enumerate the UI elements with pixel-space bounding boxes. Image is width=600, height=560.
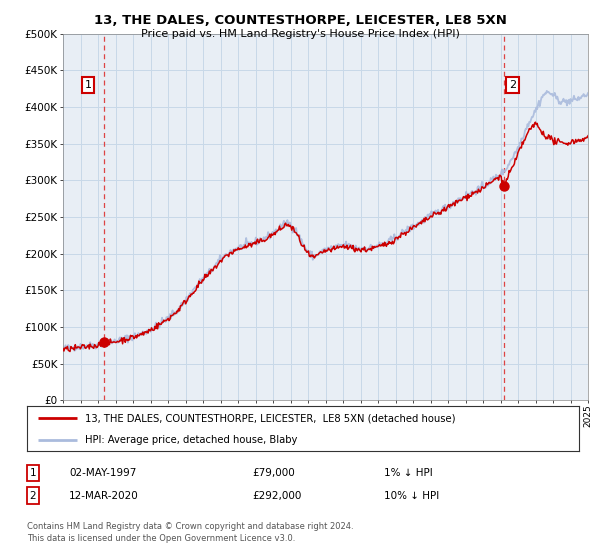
Text: £79,000: £79,000 bbox=[252, 468, 295, 478]
Text: 2: 2 bbox=[509, 80, 516, 90]
Text: 13, THE DALES, COUNTESTHORPE, LEICESTER, LE8 5XN: 13, THE DALES, COUNTESTHORPE, LEICESTER,… bbox=[94, 14, 506, 27]
Text: 02-MAY-1997: 02-MAY-1997 bbox=[69, 468, 136, 478]
Text: 10% ↓ HPI: 10% ↓ HPI bbox=[384, 491, 439, 501]
Text: 1% ↓ HPI: 1% ↓ HPI bbox=[384, 468, 433, 478]
Text: 12-MAR-2020: 12-MAR-2020 bbox=[69, 491, 139, 501]
Text: £292,000: £292,000 bbox=[252, 491, 301, 501]
Text: 1: 1 bbox=[85, 80, 92, 90]
Text: HPI: Average price, detached house, Blaby: HPI: Average price, detached house, Blab… bbox=[85, 435, 298, 445]
Text: Price paid vs. HM Land Registry's House Price Index (HPI): Price paid vs. HM Land Registry's House … bbox=[140, 29, 460, 39]
Text: 13, THE DALES, COUNTESTHORPE, LEICESTER,  LE8 5XN (detached house): 13, THE DALES, COUNTESTHORPE, LEICESTER,… bbox=[85, 413, 455, 423]
Text: Contains HM Land Registry data © Crown copyright and database right 2024.
This d: Contains HM Land Registry data © Crown c… bbox=[27, 522, 353, 543]
Text: 1: 1 bbox=[29, 468, 37, 478]
Text: 2: 2 bbox=[29, 491, 37, 501]
